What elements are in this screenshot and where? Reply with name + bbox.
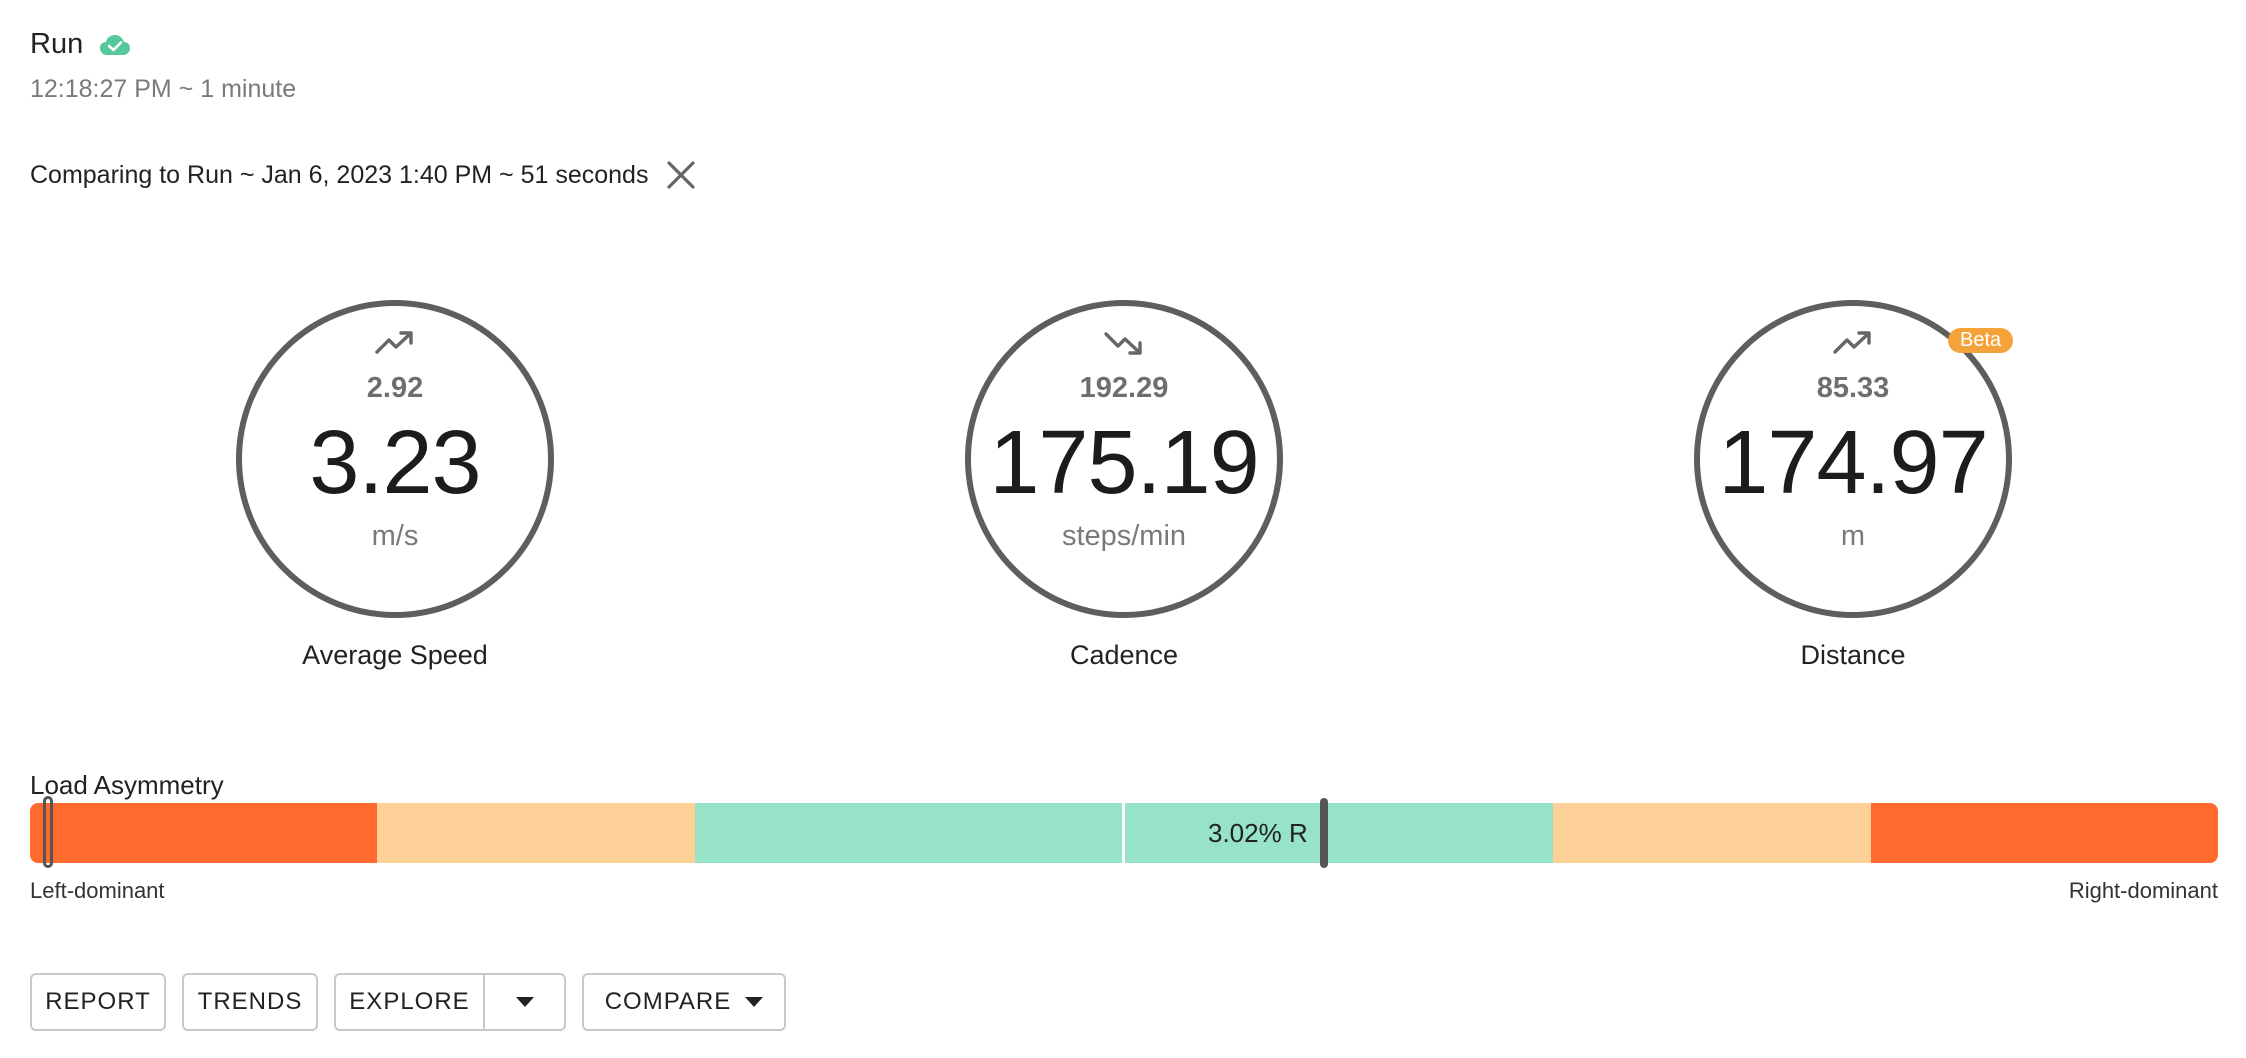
caret-down-icon <box>515 997 534 1007</box>
activity-header: Run 12:18:27 PM ~ 1 minute <box>30 28 296 104</box>
metric-ring: 2.92 3.23 m/s <box>236 300 554 618</box>
asymmetry-value: 3.02% R <box>1208 818 1308 848</box>
metric-label: Distance <box>1800 640 1906 670</box>
metric-cadence: 192.29 175.19 steps/min Cadence <box>959 300 1289 671</box>
center-line <box>1122 803 1125 863</box>
unit-label: steps/min <box>1061 520 1187 552</box>
comparison-text: Comparing to Run ~ Jan 6, 2023 1:40 PM ~… <box>30 160 649 189</box>
previous-value: 2.92 <box>366 372 424 404</box>
current-value: 3.23 <box>309 413 481 513</box>
segment-left-high <box>30 803 377 863</box>
trend-up-icon <box>1833 331 1871 354</box>
left-dominant-label: Left-dominant <box>30 878 165 903</box>
segment-left-moderate <box>377 803 695 863</box>
activity-subtitle: 12:18:27 PM ~ 1 minute <box>30 75 297 103</box>
caret-down-icon <box>745 997 764 1007</box>
segment-right-high <box>1871 803 2218 863</box>
compare-button[interactable]: COMPARE <box>582 973 786 1031</box>
previous-value: 85.33 <box>1816 372 1890 404</box>
load-asymmetry-title: Load Asymmetry <box>30 770 224 800</box>
metric-label: Average Speed <box>302 640 488 670</box>
cloud-check-icon <box>100 34 131 55</box>
segment-right-moderate <box>1553 803 1871 863</box>
unit-label: m/s <box>371 520 419 552</box>
beta-badge: Beta <box>1948 328 2014 353</box>
previous-asymmetry-marker <box>43 796 53 868</box>
comparison-row: Comparing to Run ~ Jan 6, 2023 1:40 PM ~… <box>30 158 698 192</box>
unit-label: m <box>1840 520 1866 552</box>
previous-value: 192.29 <box>1079 372 1169 404</box>
title-row: Run <box>30 28 296 61</box>
load-asymmetry-bar <box>30 803 2218 863</box>
explore-dropdown-button[interactable] <box>485 975 564 1029</box>
current-asymmetry-marker <box>1320 798 1328 868</box>
close-icon[interactable] <box>664 158 698 192</box>
metric-ring: 192.29 175.19 steps/min <box>965 300 1283 618</box>
metric-ring: 85.33 174.97 m Beta <box>1694 300 2014 618</box>
action-buttons: REPORT TRENDS EXPLORE COMPARE <box>30 973 786 1031</box>
trend-down-icon <box>1104 332 1142 355</box>
trends-button[interactable]: TRENDS <box>182 973 318 1031</box>
right-dominant-label: Right-dominant <box>2068 878 2218 903</box>
activity-title: Run <box>30 28 84 60</box>
report-button[interactable]: REPORT <box>30 973 166 1031</box>
current-value: 174.97 <box>1718 413 1988 513</box>
metric-label: Cadence <box>1069 640 1179 670</box>
metric-distance: 85.33 174.97 m Beta Distance <box>1688 300 2018 671</box>
explore-button[interactable]: EXPLORE <box>336 975 485 1029</box>
compare-button-label: COMPARE <box>604 988 732 1015</box>
trend-up-icon <box>375 331 413 354</box>
current-value: 175.19 <box>989 413 1259 513</box>
metric-average-speed: 2.92 3.23 m/s Average Speed <box>230 300 560 671</box>
explore-split-button: EXPLORE <box>334 973 566 1031</box>
